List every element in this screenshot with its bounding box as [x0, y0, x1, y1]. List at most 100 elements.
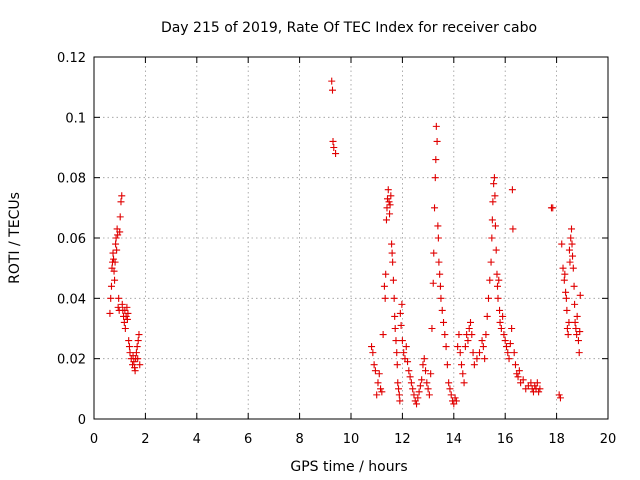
data-point: [422, 367, 430, 375]
data-point: [402, 343, 410, 351]
data-point: [568, 240, 576, 248]
data-point: [135, 331, 143, 339]
y-tick-label: 0.12: [57, 51, 86, 66]
data-point: [434, 234, 442, 242]
data-point: [565, 318, 573, 326]
data-point: [559, 264, 567, 272]
data-point: [499, 312, 507, 320]
data-point: [436, 282, 444, 290]
data-point: [443, 361, 451, 369]
axis-ticks: 0 2 4 6 8 10 12 14 16 18 20 0 0.02 0.04 0.06 0.08 0.1 0.1…: [57, 51, 616, 447]
data-point: [369, 349, 377, 357]
data-point: [509, 225, 517, 233]
data-point: [561, 270, 569, 278]
data-point: [113, 246, 121, 254]
data-point: [413, 400, 421, 408]
x-tick-label: 6: [244, 432, 252, 447]
data-point: [124, 309, 132, 317]
data-point: [446, 385, 454, 393]
data-point: [481, 355, 489, 363]
data-point: [478, 337, 486, 345]
data-point: [510, 349, 518, 357]
data-point: [373, 391, 381, 399]
data-point: [556, 394, 564, 402]
data-point: [391, 312, 399, 320]
data-point: [501, 337, 509, 345]
data-point: [133, 343, 141, 351]
data-point: [377, 385, 385, 393]
data-point: [110, 267, 118, 275]
data-point: [395, 391, 403, 399]
data-point: [511, 361, 519, 369]
data-point: [514, 373, 522, 381]
data-point: [504, 349, 512, 357]
data-point: [423, 379, 431, 387]
data-point: [447, 391, 455, 399]
data-point: [438, 306, 446, 314]
data-point: [106, 309, 114, 317]
grid-lines: [94, 57, 608, 419]
data-point: [493, 282, 501, 290]
data-point: [574, 337, 582, 345]
data-point: [370, 361, 378, 369]
data-point: [383, 195, 391, 203]
data-point: [382, 216, 390, 224]
data-point: [482, 331, 490, 339]
data-point: [371, 367, 379, 375]
data-point: [406, 373, 414, 381]
data-point: [120, 318, 128, 326]
data-point: [125, 337, 133, 345]
data-point: [419, 361, 427, 369]
data-point: [569, 252, 577, 260]
x-tick-label: 14: [446, 432, 463, 447]
data-point: [414, 394, 422, 402]
data-point: [573, 331, 581, 339]
x-tick-label: 2: [141, 432, 149, 447]
data-point: [404, 358, 412, 366]
data-point: [569, 264, 577, 272]
data-point: [564, 331, 572, 339]
data-point: [496, 318, 504, 326]
data-point: [571, 318, 579, 326]
data-point: [486, 276, 494, 284]
chart-title: Day 215 of 2019, Rate Of TEC Index for r…: [161, 20, 537, 36]
data-point: [389, 258, 397, 266]
data-point: [437, 294, 445, 302]
data-point: [456, 349, 464, 357]
data-point: [555, 391, 563, 399]
data-point: [500, 331, 508, 339]
x-tick-label: 20: [600, 432, 617, 447]
data-point: [571, 300, 579, 308]
data-point: [490, 174, 498, 182]
data-point: [425, 391, 433, 399]
data-point: [465, 325, 473, 332]
y-tick-label: 0.08: [57, 172, 86, 187]
data-point: [452, 397, 460, 405]
x-tick-label: 10: [343, 432, 360, 447]
data-point: [420, 355, 428, 363]
x-tick-label: 0: [90, 432, 98, 447]
data-point: [107, 282, 115, 290]
data-point: [111, 258, 119, 266]
data-point: [505, 355, 513, 363]
data-point: [549, 204, 557, 212]
data-point: [329, 137, 337, 145]
data-point: [407, 379, 415, 387]
data-point: [493, 270, 501, 278]
x-tick-label: 8: [295, 432, 303, 447]
data-point: [576, 328, 584, 336]
data-point: [410, 391, 418, 399]
data-point: [492, 246, 500, 254]
x-tick-label: 12: [394, 432, 411, 447]
data-point: [508, 186, 516, 194]
data-point: [110, 255, 118, 263]
y-tick-label: 0: [78, 413, 86, 428]
data-point: [385, 198, 393, 206]
data-point: [495, 276, 503, 284]
data-point: [134, 355, 142, 363]
y-tick-label: 0.06: [57, 232, 86, 247]
data-point: [491, 222, 499, 230]
data-point: [418, 376, 426, 384]
data-point: [393, 349, 401, 357]
